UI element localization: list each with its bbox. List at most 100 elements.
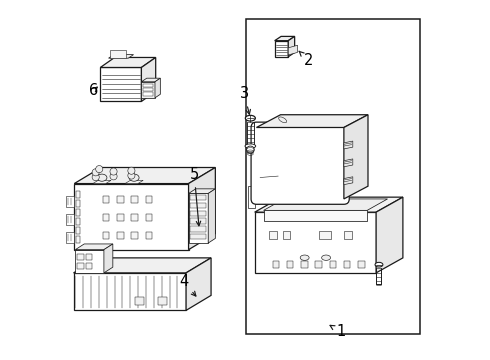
Polygon shape (66, 232, 74, 243)
Bar (76, 192, 80, 198)
Bar (117, 196, 123, 203)
Polygon shape (344, 177, 353, 185)
Polygon shape (189, 167, 215, 249)
Text: 6: 6 (89, 83, 98, 98)
Ellipse shape (321, 255, 331, 260)
Bar (103, 232, 109, 239)
Polygon shape (275, 41, 288, 57)
Bar (146, 232, 152, 239)
Text: 1: 1 (330, 324, 345, 339)
Bar (77, 254, 83, 260)
Text: 4: 4 (179, 274, 196, 296)
Bar (287, 261, 293, 267)
Bar (190, 226, 206, 231)
Circle shape (128, 167, 135, 174)
Bar (190, 219, 206, 224)
Bar (283, 230, 290, 239)
Bar (76, 227, 80, 234)
Polygon shape (256, 115, 368, 127)
Ellipse shape (97, 174, 107, 181)
Polygon shape (155, 78, 160, 98)
Bar (316, 261, 322, 267)
Bar (103, 214, 109, 221)
Bar (76, 218, 80, 225)
Polygon shape (208, 189, 215, 243)
Polygon shape (189, 193, 208, 243)
Polygon shape (100, 67, 142, 102)
Polygon shape (344, 159, 353, 167)
Polygon shape (109, 55, 134, 58)
Ellipse shape (245, 115, 255, 121)
Bar (344, 261, 350, 267)
Bar (131, 214, 138, 221)
Text: 3: 3 (240, 86, 250, 114)
Bar (103, 196, 109, 203)
Bar (135, 297, 145, 305)
Circle shape (128, 172, 135, 179)
Bar (86, 254, 93, 260)
Polygon shape (376, 197, 403, 273)
Bar (110, 50, 126, 58)
Ellipse shape (279, 117, 287, 123)
Polygon shape (74, 184, 189, 249)
Text: 5: 5 (190, 167, 201, 226)
Bar (330, 261, 336, 267)
Bar (301, 261, 308, 267)
Polygon shape (142, 58, 156, 102)
Bar (190, 203, 206, 208)
Polygon shape (74, 167, 215, 184)
Bar (143, 93, 153, 96)
Circle shape (96, 166, 103, 173)
Ellipse shape (246, 146, 254, 153)
Bar (319, 230, 331, 239)
Bar (344, 230, 352, 239)
Ellipse shape (375, 262, 383, 267)
Bar (76, 209, 80, 216)
Polygon shape (93, 180, 111, 184)
Bar (117, 232, 123, 239)
Bar (143, 88, 153, 91)
Polygon shape (74, 258, 211, 273)
Circle shape (92, 174, 99, 181)
Bar (269, 230, 277, 239)
Bar (272, 261, 279, 267)
Circle shape (92, 169, 99, 176)
Polygon shape (66, 196, 74, 207)
Bar (245, 19, 420, 334)
Polygon shape (74, 273, 186, 310)
Bar (86, 263, 93, 269)
Bar (358, 261, 365, 267)
Polygon shape (142, 78, 160, 82)
Bar (158, 297, 167, 305)
Polygon shape (100, 58, 156, 67)
FancyBboxPatch shape (251, 122, 349, 204)
Polygon shape (255, 212, 376, 273)
Bar (131, 232, 138, 239)
Bar (77, 263, 83, 269)
Bar (146, 196, 152, 203)
Bar (143, 84, 153, 87)
Bar (190, 195, 206, 200)
Polygon shape (189, 189, 215, 193)
Polygon shape (104, 244, 113, 273)
Ellipse shape (129, 174, 139, 181)
Bar (146, 214, 152, 221)
Polygon shape (75, 249, 104, 273)
Polygon shape (344, 115, 368, 199)
Bar (131, 196, 138, 203)
Polygon shape (275, 36, 294, 41)
Bar (190, 211, 206, 216)
Polygon shape (344, 141, 353, 149)
Circle shape (110, 173, 117, 180)
Polygon shape (142, 82, 155, 98)
Bar (76, 236, 80, 243)
Bar (117, 214, 123, 221)
Polygon shape (75, 244, 113, 249)
Polygon shape (288, 45, 297, 55)
Polygon shape (264, 210, 367, 221)
Polygon shape (255, 197, 403, 212)
Polygon shape (247, 186, 255, 208)
Ellipse shape (245, 144, 256, 148)
Bar (76, 201, 80, 207)
Polygon shape (66, 214, 74, 225)
